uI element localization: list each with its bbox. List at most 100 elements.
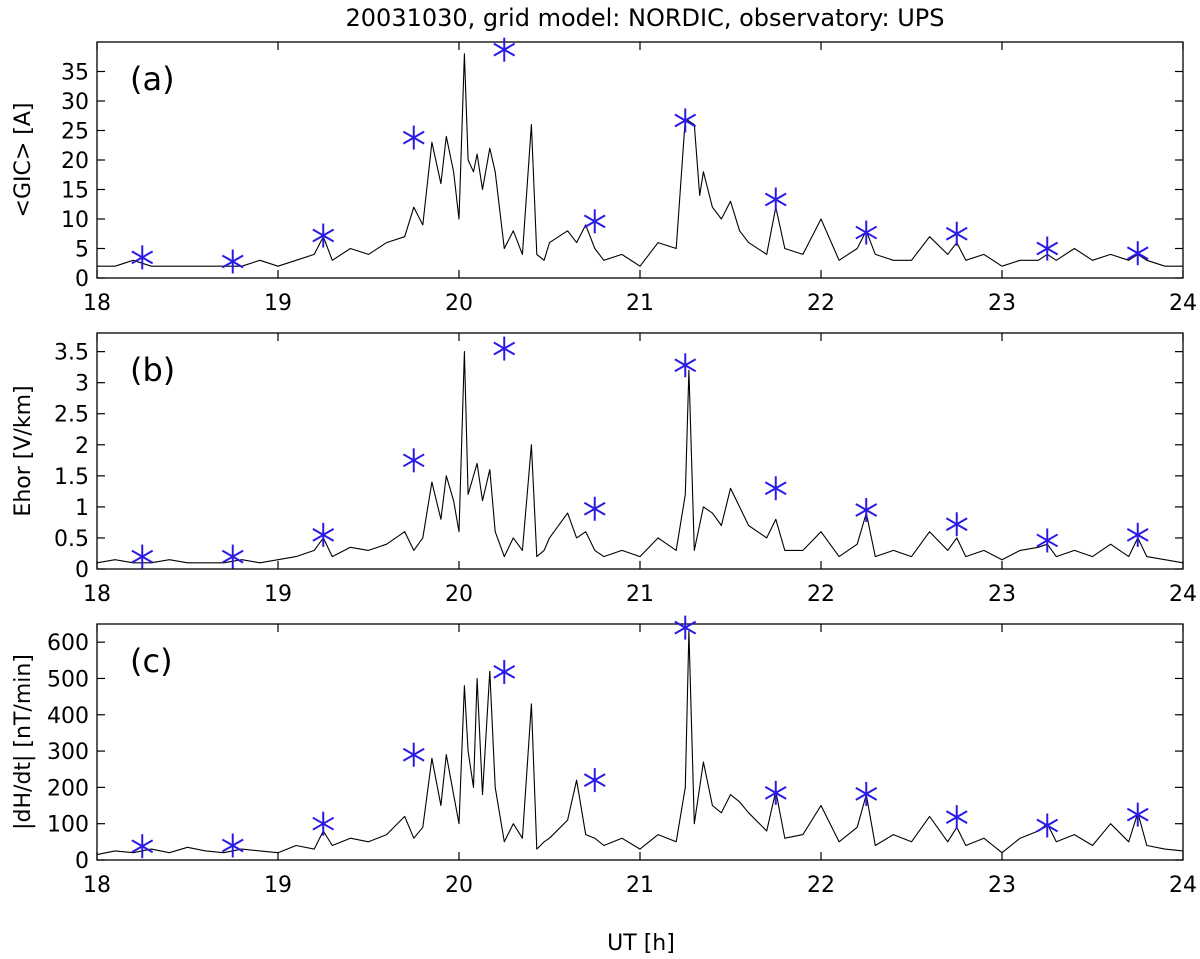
marker-stroke: [493, 665, 516, 679]
y-tick-label: 35: [61, 61, 89, 86]
asterisk-marker: [764, 187, 787, 212]
asterisk-marker: [131, 834, 154, 859]
asterisk-marker: [1126, 522, 1149, 547]
plot-frame: [96, 41, 1184, 279]
marker-stroke: [583, 501, 606, 516]
asterisk-marker: [312, 522, 335, 547]
y-tick-label: 30: [61, 90, 89, 115]
x-tick-label: 21: [626, 582, 654, 607]
y-tick-label: 2: [75, 434, 89, 459]
x-tick-label: 21: [626, 873, 654, 898]
asterisk-marker: [945, 512, 968, 537]
asterisk-marker: [131, 544, 154, 569]
asterisk-marker: [1126, 241, 1149, 266]
marker-stroke: [1126, 527, 1149, 542]
plot-frame: [96, 623, 1184, 861]
asterisk-marker: [764, 476, 787, 501]
marker-stroke: [312, 816, 335, 831]
marker-stroke: [402, 130, 425, 145]
marker-stroke: [764, 785, 787, 800]
x-tick-label: 18: [83, 582, 111, 607]
data-series-line: [96, 351, 1184, 564]
marker-stroke: [674, 113, 697, 128]
y-tick-label: 400: [47, 704, 89, 729]
y-tick-label: 1: [75, 496, 89, 521]
marker-stroke: [131, 549, 154, 564]
asterisk-marker: [1126, 802, 1149, 827]
marker-stroke: [312, 228, 335, 243]
y-tick-label: 0.5: [54, 527, 89, 552]
asterisk-marker: [583, 496, 606, 521]
x-tick-label: 20: [445, 582, 473, 607]
marker-stroke: [131, 839, 154, 854]
x-tick-label: 22: [807, 291, 835, 316]
asterisk-marker: [493, 659, 516, 684]
marker-stroke: [583, 214, 606, 229]
y-tick-label: 100: [47, 813, 89, 838]
asterisk-marker: [312, 811, 335, 836]
asterisk-marker: [583, 768, 606, 793]
x-tick-label: 24: [1169, 291, 1197, 316]
panel-label: (a): [130, 60, 175, 98]
x-tick-label: 20: [445, 873, 473, 898]
y-axis-title: Ehor [V/km]: [11, 385, 36, 516]
marker-stroke: [855, 787, 878, 801]
marker-stroke: [131, 250, 154, 265]
marker-stroke: [493, 42, 516, 57]
asterisk-marker: [674, 353, 697, 378]
marker-stroke: [221, 549, 244, 564]
asterisk-marker: [221, 833, 244, 858]
asterisk-marker: [945, 805, 968, 830]
x-axis-title: UT [h]: [607, 931, 675, 956]
marker-stroke: [221, 838, 244, 853]
y-axis-title: |dH/dt| [nT/min]: [11, 654, 36, 830]
marker-stroke: [1036, 241, 1059, 256]
y-tick-label: 3.5: [54, 341, 89, 366]
asterisk-marker: [855, 498, 878, 522]
x-tick-label: 24: [1169, 582, 1197, 607]
y-tick-label: 600: [47, 631, 89, 656]
y-tick-label: 0: [75, 267, 89, 292]
x-tick-label: 18: [83, 291, 111, 316]
asterisk-marker: [493, 336, 516, 361]
asterisk-marker: [402, 448, 425, 473]
panel-c: 18 19 20 21 22 23 24 0 100 200 300 400 500 600 |dH/dt|…: [11, 615, 1197, 898]
y-tick-label: 300: [47, 740, 89, 765]
x-tick-label: 24: [1169, 873, 1197, 898]
y-tick-label: 25: [61, 120, 89, 145]
asterisk-marker: [1036, 236, 1059, 261]
y-tick-label: 3: [75, 372, 89, 397]
marker-stroke: [1036, 533, 1059, 548]
asterisk-marker: [855, 781, 878, 806]
y-tick-label: 200: [47, 776, 89, 801]
marker-stroke: [855, 503, 878, 517]
marker-stroke: [312, 527, 335, 542]
x-tick-label: 19: [264, 582, 292, 607]
x-tick-label: 20: [445, 291, 473, 316]
asterisk-marker: [1036, 813, 1059, 838]
asterisk-marker: [1036, 528, 1059, 553]
asterisk-marker: [131, 245, 154, 270]
asterisk-marker: [855, 220, 878, 245]
marker-stroke: [674, 358, 697, 373]
x-tick-label: 19: [264, 291, 292, 316]
marker-stroke: [1126, 807, 1149, 822]
asterisk-marker: [493, 37, 516, 62]
y-tick-label: 5: [75, 238, 89, 263]
y-tick-label: 2.5: [54, 403, 89, 428]
x-tick-label: 22: [807, 582, 835, 607]
asterisk-marker: [764, 780, 787, 805]
marker-stroke: [945, 517, 968, 532]
marker-stroke: [674, 620, 697, 635]
marker-stroke: [945, 810, 968, 825]
y-axis-title: <GIC> [A]: [11, 103, 36, 218]
y-tick-label: 15: [61, 179, 89, 204]
y-tick-label: 500: [47, 667, 89, 692]
asterisk-marker: [402, 742, 425, 767]
marker-stroke: [764, 192, 787, 207]
panel-a: 18 19 20 21 22 23 24 0 5 10 15 20 25 30 35 <GIC> [A] (a): [11, 37, 1197, 316]
marker-stroke: [583, 773, 606, 787]
marker-stroke: [493, 341, 516, 356]
x-tick-label: 23: [988, 291, 1016, 316]
